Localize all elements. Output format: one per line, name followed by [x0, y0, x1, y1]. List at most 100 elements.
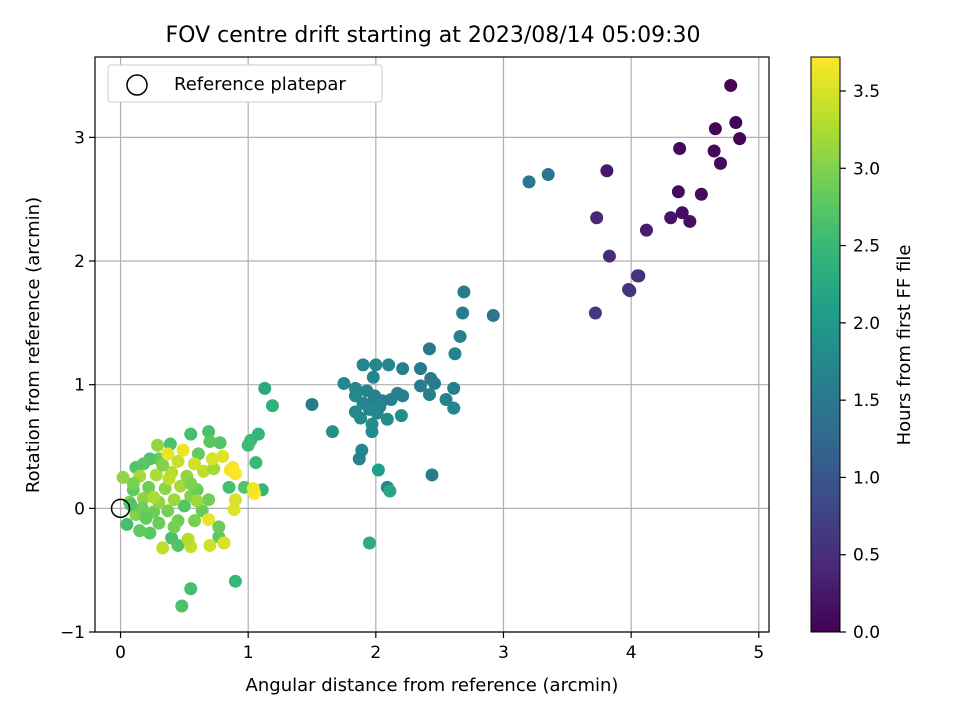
data-point	[447, 401, 461, 415]
data-point	[694, 187, 708, 201]
data-point	[383, 484, 397, 498]
data-point	[151, 438, 165, 452]
data-point	[414, 362, 428, 376]
data-point	[203, 538, 217, 552]
data-point	[671, 185, 685, 199]
data-point	[177, 499, 191, 513]
data-point	[205, 452, 219, 466]
data-point	[708, 122, 722, 136]
colorbar-tick-label: 0.0	[853, 623, 880, 643]
data-point	[675, 206, 689, 220]
reference-marker	[110, 498, 131, 519]
data-point	[202, 512, 216, 526]
data-point	[171, 538, 185, 552]
data-point	[724, 78, 738, 92]
y-tick-label: −1	[60, 623, 85, 643]
data-point	[337, 376, 351, 390]
data-point	[126, 477, 140, 491]
data-point	[258, 381, 272, 395]
data-point	[184, 477, 198, 491]
data-point	[167, 520, 181, 534]
chart-title: FOV centre drift starting at 2023/08/14 …	[166, 23, 701, 48]
data-point	[522, 175, 536, 189]
data-point	[133, 524, 147, 538]
data-point	[380, 412, 394, 426]
data-point	[382, 358, 396, 372]
colorbar-tick-label: 1.0	[853, 468, 880, 488]
data-point	[371, 463, 385, 477]
data-point	[414, 379, 428, 393]
colorbar-tick-label: 2.5	[853, 237, 880, 257]
data-point	[354, 411, 368, 425]
data-point	[369, 358, 383, 372]
data-point	[143, 526, 157, 540]
data-point	[222, 480, 236, 494]
data-point	[124, 498, 138, 512]
data-point	[158, 482, 172, 496]
x-axis: 0 1 2 3 4 5	[115, 632, 764, 663]
data-point	[729, 116, 743, 130]
data-point	[623, 284, 637, 298]
y-tick-label: 2	[74, 252, 85, 272]
data-point	[188, 514, 202, 528]
data-point	[216, 449, 230, 463]
data-point	[366, 370, 380, 384]
legend-reference-icon	[126, 74, 148, 96]
data-point	[246, 482, 260, 496]
data-point	[453, 329, 467, 343]
data-point	[707, 144, 721, 158]
colorbar-tick-label: 1.5	[853, 391, 880, 411]
data-point	[161, 447, 175, 461]
data-point	[135, 501, 149, 515]
data-point	[664, 211, 678, 225]
data-point	[181, 532, 195, 546]
legend-entry-reference: Reference platepar	[174, 74, 346, 95]
data-point	[175, 599, 189, 613]
colorbar-label: Hours from first FF file	[894, 245, 915, 446]
data-point	[161, 504, 175, 518]
data-point	[147, 490, 161, 504]
data-point	[228, 574, 242, 588]
data-point	[227, 503, 241, 517]
data-point	[600, 164, 614, 178]
data-point	[683, 214, 697, 228]
data-point	[203, 435, 217, 449]
data-point	[588, 306, 602, 320]
data-point	[265, 399, 279, 413]
data-point	[396, 362, 410, 376]
data-point	[422, 342, 436, 356]
data-point	[156, 458, 170, 472]
data-point	[149, 468, 163, 482]
x-tick-label: 4	[626, 643, 637, 663]
data-point	[171, 454, 185, 468]
data-point	[197, 464, 211, 478]
data-point	[305, 397, 319, 411]
data-point	[356, 358, 370, 372]
colorbar: 0.0 0.5 1.0 1.5 2.0 2.5 3.0 3.5 Hours from firs…	[810, 56, 915, 643]
data-point	[142, 480, 156, 494]
data-point	[167, 493, 181, 507]
colorbar-tick-label: 0.5	[853, 546, 880, 566]
x-tick-label: 0	[115, 643, 126, 663]
data-point	[156, 541, 170, 555]
y-tick-label: 3	[74, 128, 85, 148]
data-point	[456, 306, 470, 320]
data-point	[184, 582, 198, 596]
data-point	[249, 456, 263, 470]
data-point	[202, 425, 216, 439]
data-point	[396, 389, 410, 403]
data-point	[733, 132, 747, 146]
data-point	[486, 308, 500, 322]
data-point	[137, 491, 151, 505]
data-point	[362, 536, 376, 550]
data-point	[188, 457, 202, 471]
data-point	[602, 249, 616, 263]
data-point	[428, 376, 442, 390]
y-tick-label: 1	[74, 376, 85, 396]
x-tick-label: 5	[753, 643, 764, 663]
colorbar-tick-label: 2.0	[853, 314, 880, 334]
data-point	[541, 167, 555, 181]
colorbar-tick-label: 3.5	[853, 82, 880, 102]
data-point	[422, 388, 436, 402]
